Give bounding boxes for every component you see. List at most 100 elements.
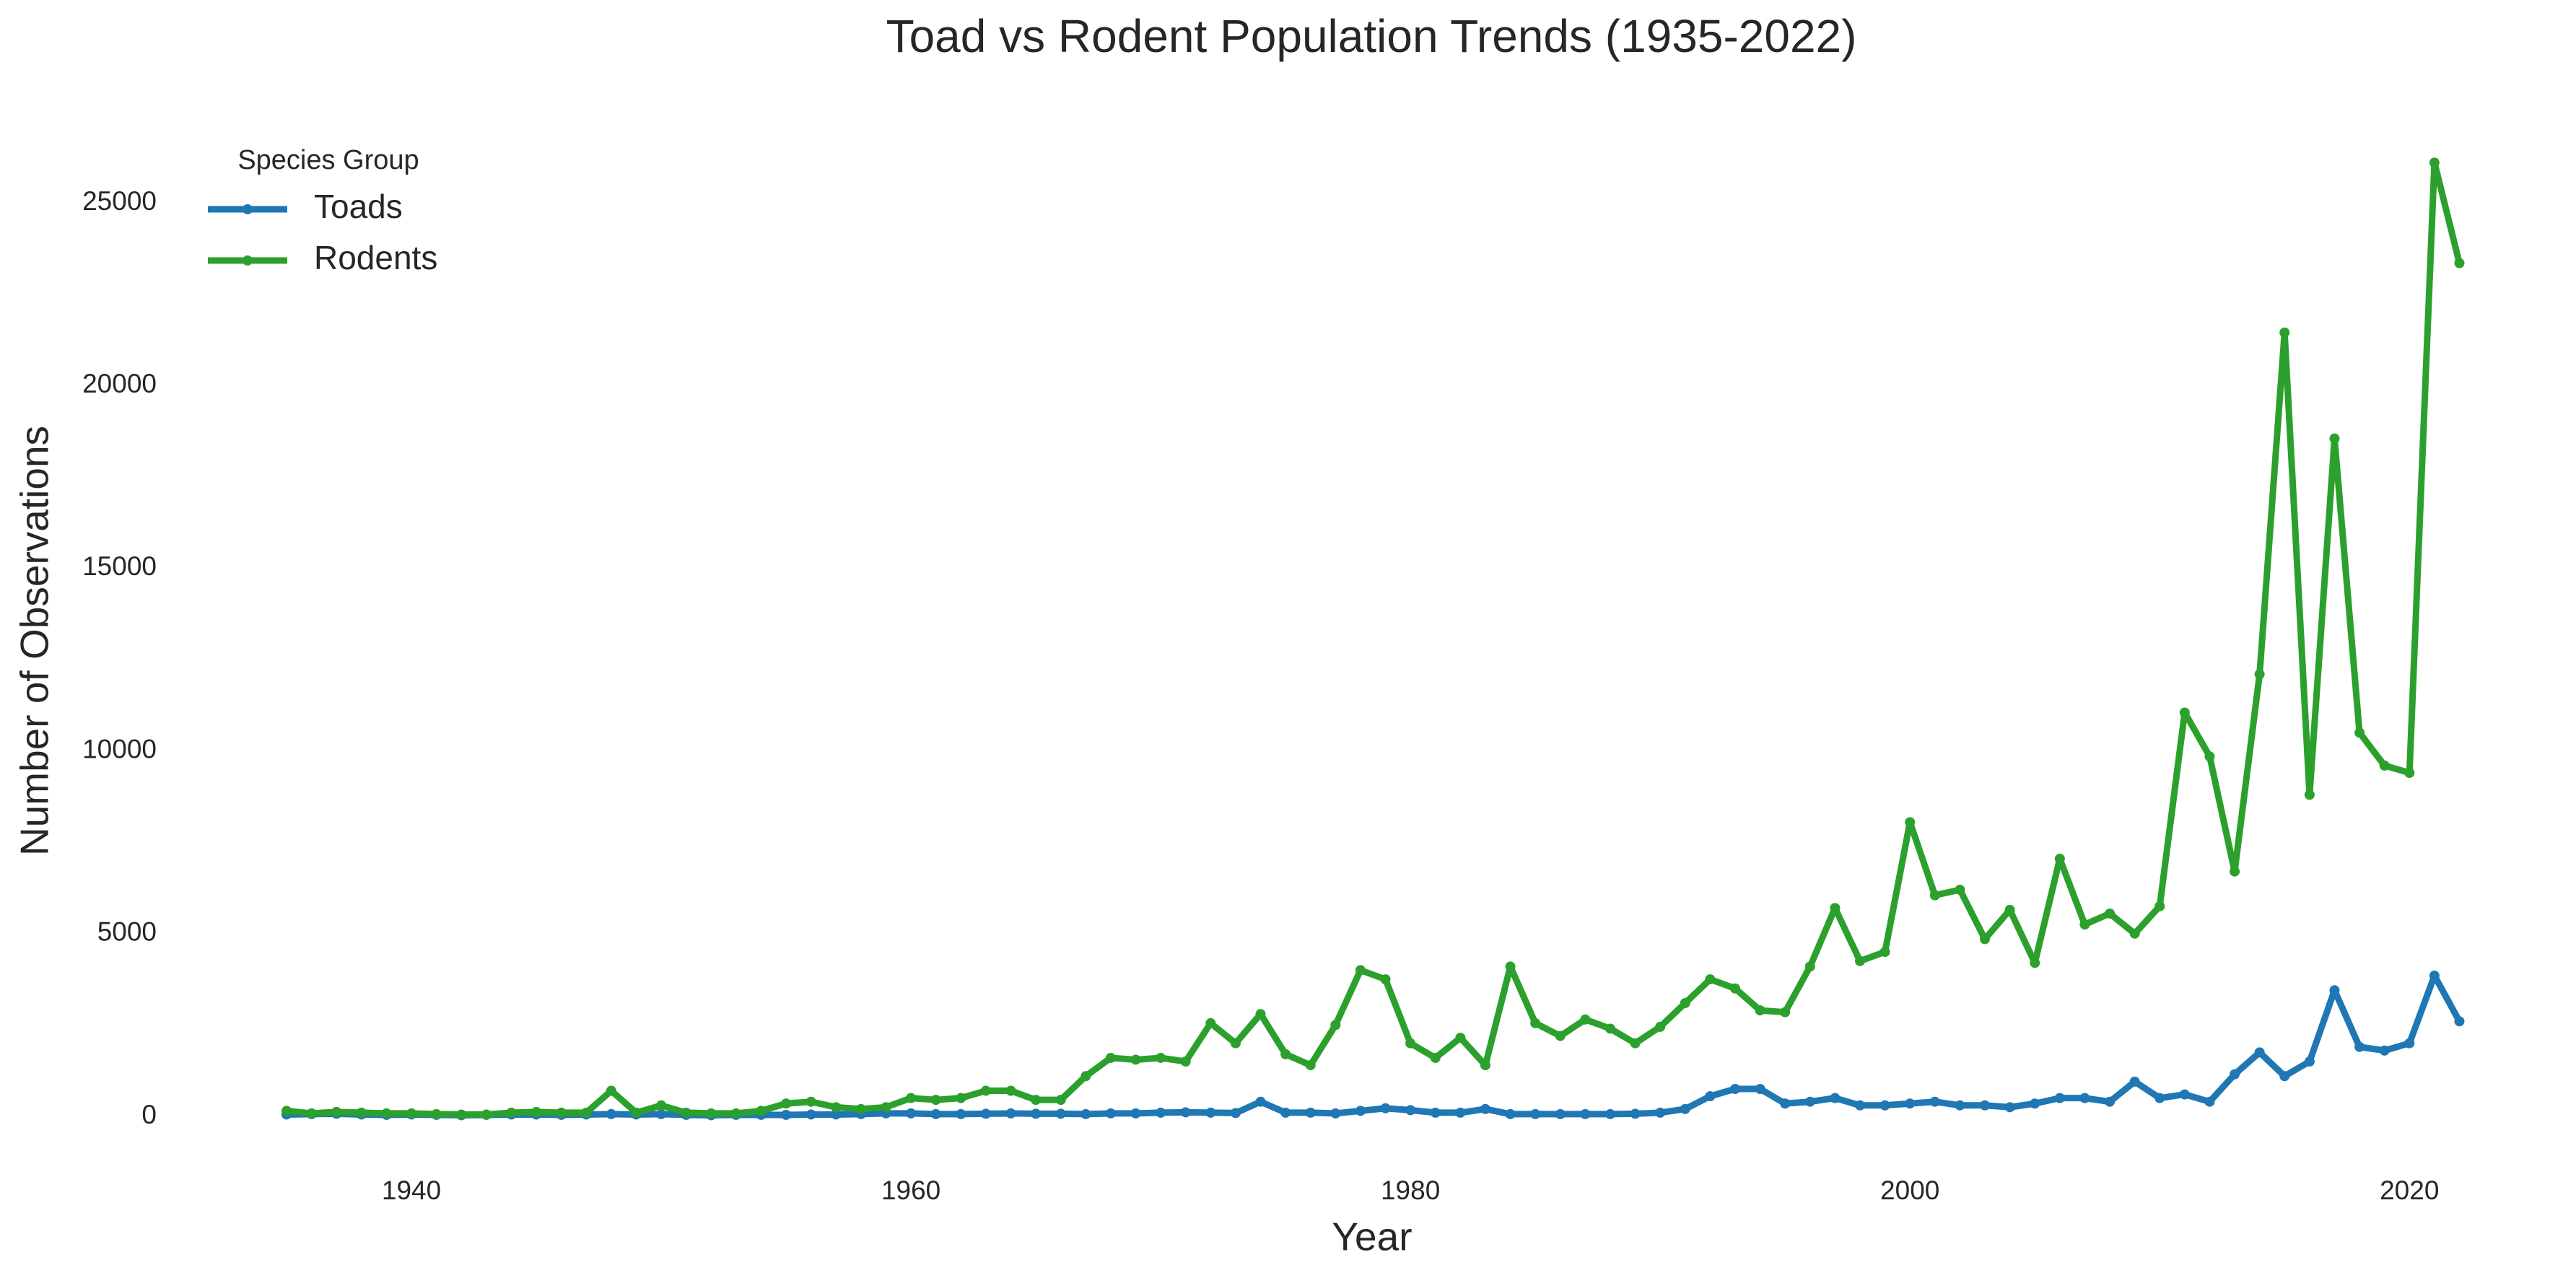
data-point: [1230, 1038, 1241, 1049]
data-point: [1804, 1096, 1815, 1107]
y-tick-label: 5000: [97, 917, 157, 947]
data-point: [331, 1106, 342, 1117]
data-point: [381, 1108, 392, 1119]
x-tick-label: 1940: [382, 1176, 441, 1205]
data-point: [956, 1093, 966, 1103]
data-point: [1480, 1103, 1490, 1114]
data-point: [356, 1107, 367, 1118]
data-point: [2004, 1102, 2015, 1113]
data-point: [881, 1102, 891, 1113]
data-point: [2329, 985, 2340, 996]
data-point: [855, 1103, 866, 1114]
data-point: [1780, 1007, 1791, 1017]
data-point: [1980, 1100, 1991, 1111]
data-point: [2404, 1038, 2415, 1049]
data-point: [1729, 983, 1740, 994]
data-point: [481, 1109, 492, 1120]
data-point: [2354, 1041, 2365, 1052]
legend-title: Species Group: [237, 145, 419, 175]
data-point: [980, 1108, 991, 1119]
data-point: [606, 1108, 616, 1119]
chart-title: Toad vs Rodent Population Trends (1935-2…: [886, 10, 1857, 62]
data-point: [1055, 1108, 1066, 1119]
data-point: [906, 1093, 917, 1103]
data-point: [805, 1096, 816, 1107]
data-point: [1929, 1096, 1940, 1107]
y-tick-label: 0: [141, 1100, 157, 1129]
x-tick-label: 1980: [1381, 1176, 1440, 1205]
data-point: [1680, 1103, 1690, 1114]
x-tick-label: 2020: [2380, 1176, 2439, 1205]
data-point: [2230, 1069, 2240, 1080]
data-point: [1255, 1009, 1266, 1020]
data-point: [1180, 1056, 1191, 1067]
data-point: [656, 1108, 667, 1119]
data-point: [1655, 1021, 1666, 1032]
data-point: [906, 1108, 917, 1119]
data-point: [2379, 760, 2390, 771]
data-point: [1205, 1107, 1216, 1118]
data-point: [1005, 1108, 1016, 1119]
data-point: [2079, 919, 2090, 930]
data-point: [1879, 947, 1890, 958]
data-point: [2079, 1093, 2090, 1103]
data-point: [2429, 157, 2440, 168]
data-point: [980, 1085, 991, 1096]
data-point: [2230, 866, 2240, 877]
data-point: [2254, 1047, 2265, 1058]
data-point: [1505, 961, 1516, 972]
y-tick-label: 20000: [82, 369, 157, 398]
data-point: [1305, 1107, 1316, 1118]
data-point: [1505, 1108, 1516, 1119]
data-point: [656, 1100, 667, 1111]
data-point: [1080, 1108, 1091, 1119]
data-point: [506, 1107, 517, 1118]
data-point: [756, 1106, 767, 1116]
data-point: [2204, 1096, 2215, 1107]
data-point: [2279, 1071, 2290, 1082]
data-point: [2004, 904, 2015, 915]
data-point: [730, 1108, 741, 1119]
data-point: [1905, 817, 1916, 828]
data-point: [1705, 974, 1716, 985]
data-point: [281, 1106, 292, 1116]
data-point: [2329, 433, 2340, 444]
legend-label: Rodents: [314, 239, 437, 276]
data-point: [2030, 1098, 2040, 1109]
data-point: [1156, 1052, 1166, 1063]
data-point: [2454, 258, 2465, 268]
data-point: [2404, 767, 2415, 778]
data-point: [1055, 1095, 1066, 1106]
data-point: [706, 1108, 717, 1119]
data-point: [1855, 955, 1866, 966]
data-point: [1929, 890, 1940, 901]
data-point: [1355, 1106, 1366, 1116]
y-axis-label: Number of Observations: [12, 426, 57, 856]
data-point: [2304, 789, 2315, 800]
data-point: [1555, 1030, 1566, 1041]
data-point: [1380, 1103, 1391, 1113]
data-point: [2254, 669, 2265, 680]
data-point: [2354, 727, 2365, 738]
data-point: [1255, 1096, 1266, 1107]
data-point: [1705, 1091, 1716, 1102]
data-point: [431, 1108, 442, 1119]
data-point: [1955, 885, 1965, 896]
legend: Species Group Toads Rodents: [208, 145, 437, 276]
data-point: [781, 1109, 792, 1120]
data-point: [1130, 1108, 1141, 1119]
data-point: [1280, 1107, 1291, 1118]
y-tick-label: 25000: [82, 186, 157, 216]
data-point: [1455, 1033, 1466, 1043]
data-point: [1480, 1060, 1490, 1071]
data-point: [1604, 1023, 1615, 1034]
data-point: [2054, 853, 2065, 864]
data-point: [1755, 1083, 1765, 1094]
data-point: [2154, 1093, 2165, 1103]
data-point: [1555, 1108, 1566, 1119]
data-point: [956, 1108, 966, 1119]
legend-marker: [243, 204, 253, 214]
data-point: [1031, 1095, 1042, 1106]
data-point: [1230, 1108, 1241, 1119]
data-point: [2030, 958, 2040, 968]
